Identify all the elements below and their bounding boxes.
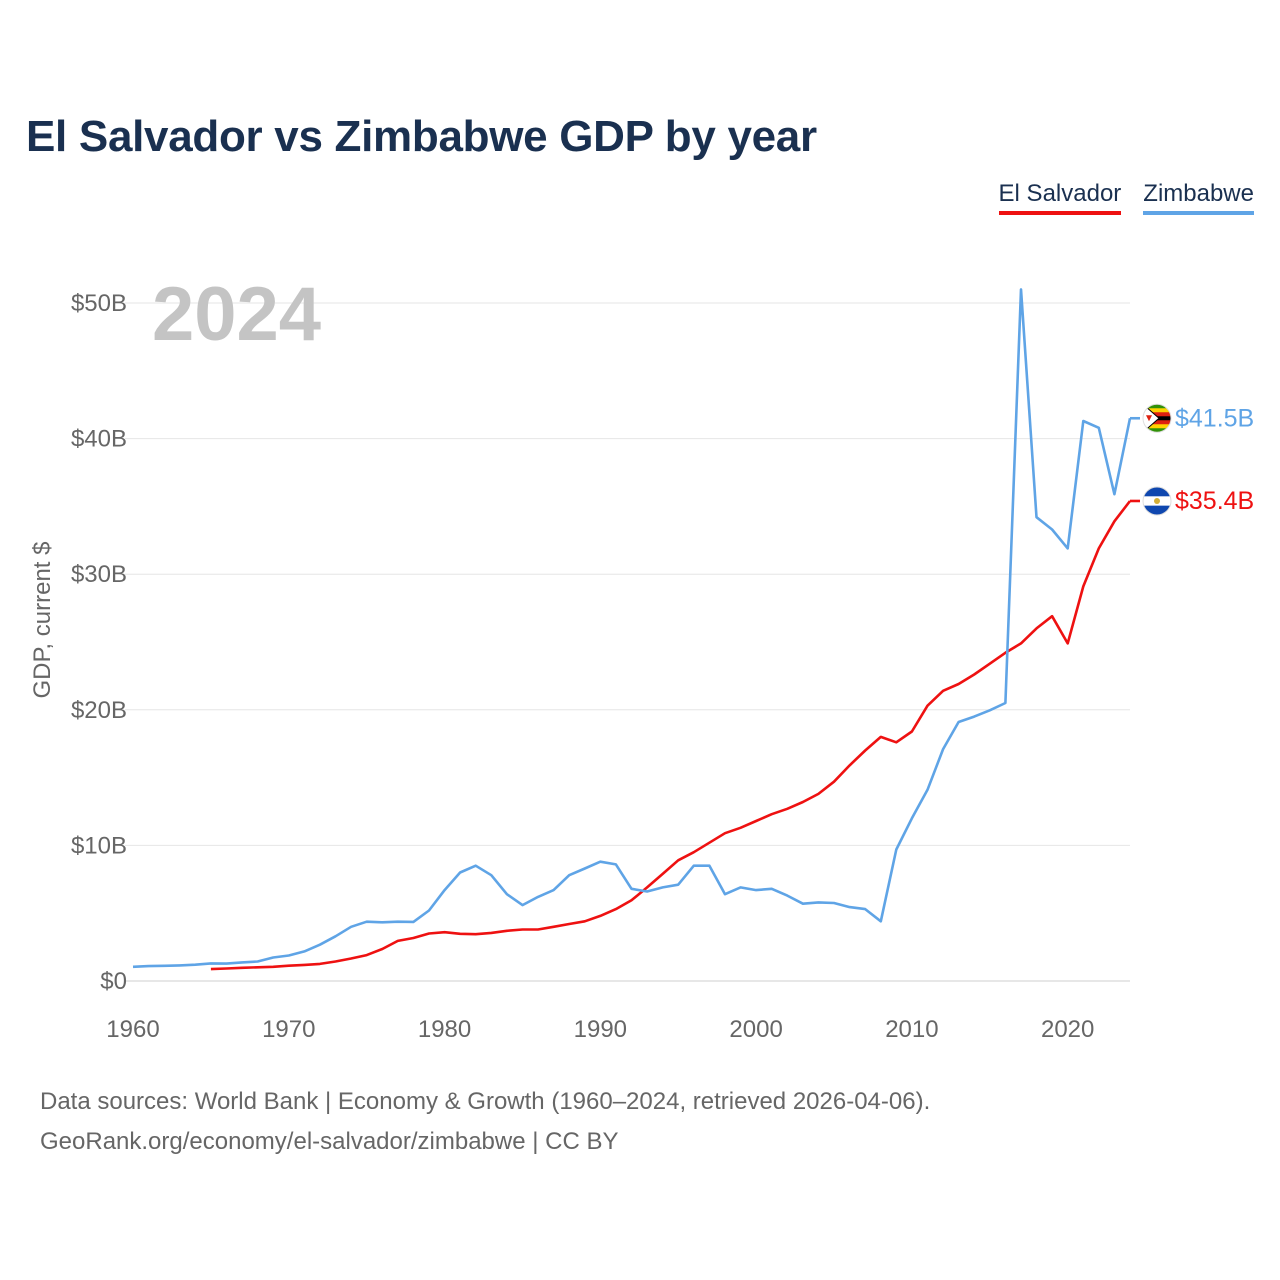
y-axis-label: GDP, current $	[29, 542, 56, 699]
source-note: Data sources: World Bank | Economy & Gro…	[40, 1082, 930, 1162]
x-tick-label: 2000	[729, 1016, 782, 1043]
zimbabwe-flag-icon	[1142, 403, 1172, 433]
y-tick-label: $50B	[71, 290, 127, 317]
y-tick-label: $10B	[71, 832, 127, 859]
end-value-label-zimbabwe: $41.5B	[1175, 404, 1254, 432]
series-line-zimbabwe[interactable]	[132, 288, 1132, 969]
x-tick-label: 2010	[885, 1016, 938, 1043]
y-tick-label: $20B	[71, 697, 127, 724]
x-tick-label: 1980	[418, 1016, 471, 1043]
y-tick-label: $40B	[71, 426, 127, 453]
end-value-label-el-salvador: $35.4B	[1175, 487, 1254, 515]
legend: El Salvador Zimbabwe	[998, 180, 1254, 215]
y-tick-label: $0	[100, 968, 127, 995]
x-tick-label: 1960	[106, 1016, 159, 1043]
x-tick-label: 2020	[1041, 1016, 1094, 1043]
source-line-1: Data sources: World Bank | Economy & Gro…	[40, 1088, 931, 1115]
el-salvador-flag-icon	[1142, 486, 1172, 516]
source-line-2[interactable]: GeoRank.org/economy/el-salvador/zimbabwe…	[40, 1128, 619, 1155]
x-tick-label: 1990	[574, 1016, 627, 1043]
chart-title: El Salvador vs Zimbabwe GDP by year	[26, 112, 817, 161]
x-tick-label: 1970	[262, 1016, 315, 1043]
legend-item-zimbabwe[interactable]: Zimbabwe	[1143, 180, 1254, 215]
y-tick-label: $30B	[71, 561, 127, 588]
legend-item-el-salvador[interactable]: El Salvador	[998, 180, 1122, 215]
series-line-el-salvador[interactable]	[210, 500, 1132, 971]
year-watermark: 2024	[152, 272, 321, 357]
gdp-line-chart: 2024 GDP, current $ $0 $10B $20B $30B $40B $5…	[29, 272, 1254, 1043]
